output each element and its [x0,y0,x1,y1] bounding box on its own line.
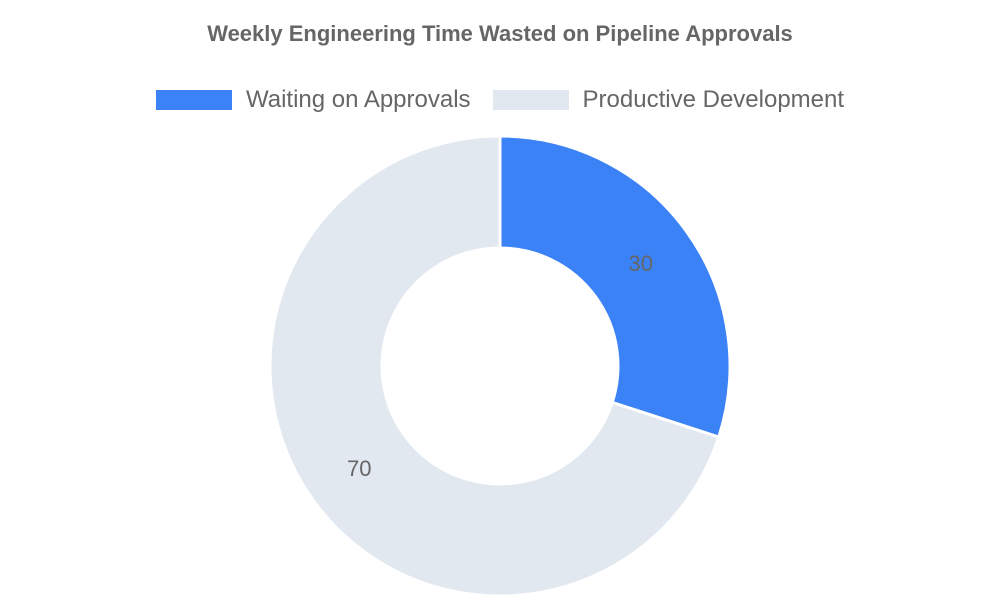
slice-productive-development[interactable] [268,134,721,598]
chart-title: Weekly Engineering Time Wasted on Pipeli… [207,21,793,46]
legend-item-productive[interactable]: Productive Development [492,86,845,114]
chart-legend: Waiting on Approvals Productive Developm… [0,86,1000,114]
legend-label-productive: Productive Development [582,86,845,113]
slice-label-waiting: 30 [629,251,653,276]
legend-swatch-waiting [155,90,232,110]
legend-item-waiting[interactable]: Waiting on Approvals [155,86,471,114]
slice-waiting-on-approvals[interactable] [498,134,732,439]
legend-label-waiting: Waiting on Approvals [245,86,471,113]
slice-label-productive: 70 [347,456,371,481]
legend-swatch-productive [492,90,569,110]
